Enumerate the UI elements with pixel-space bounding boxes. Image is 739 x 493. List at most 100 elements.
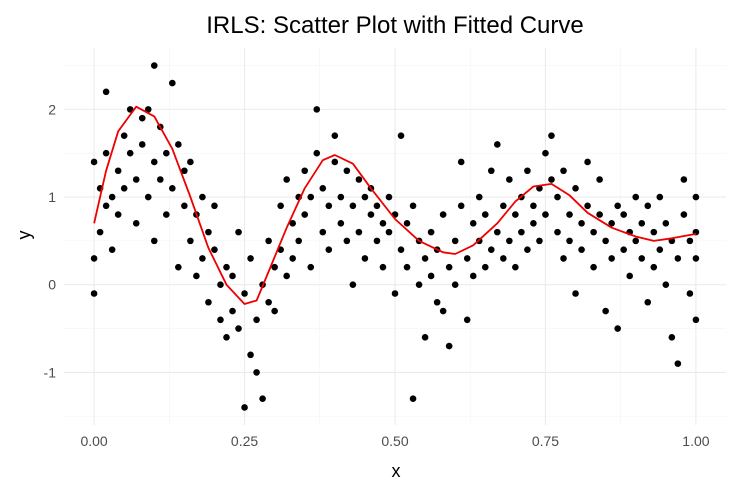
scatter-point	[692, 255, 700, 262]
scatter-point	[235, 228, 242, 236]
scatter-point	[578, 220, 585, 227]
scatter-point	[355, 176, 363, 183]
x-axis-label: x	[392, 461, 401, 481]
scatter-point	[241, 290, 248, 297]
scatter-point	[385, 228, 393, 236]
scatter-point	[132, 176, 140, 183]
x-tick-label: 0.25	[231, 433, 258, 449]
scatter-point	[102, 149, 110, 157]
scatter-point	[379, 263, 387, 271]
scatter-point	[506, 176, 513, 183]
scatter-point	[90, 255, 98, 262]
scatter-point	[572, 290, 579, 297]
grid-lines	[64, 48, 726, 425]
scatter-point	[650, 263, 658, 271]
scatter-point	[90, 290, 98, 297]
scatter-point	[596, 211, 603, 218]
scatter-point	[656, 193, 664, 201]
scatter-point	[379, 220, 387, 227]
scatter-point	[692, 193, 700, 201]
scatter-point	[487, 167, 495, 175]
scatter-point	[181, 202, 188, 210]
scatter-point	[451, 237, 459, 245]
scatter-point	[674, 360, 682, 367]
scatter-point	[397, 246, 405, 253]
scatter-point	[259, 395, 266, 402]
scatter-point	[217, 316, 224, 324]
scatter-point	[518, 228, 525, 236]
scatter-point	[584, 158, 591, 166]
scatter-point	[572, 184, 579, 192]
scatter-point	[150, 237, 158, 245]
y-axis-ticks: -1 0 1 2	[44, 101, 57, 380]
scatter-point	[102, 88, 110, 96]
scatter-point	[427, 272, 435, 280]
scatter-point	[175, 141, 182, 148]
scatter-point	[481, 211, 489, 218]
scatter-point	[325, 202, 333, 210]
scatter-point	[343, 237, 351, 245]
plot-panel	[64, 48, 726, 425]
scatter-point	[253, 369, 260, 376]
scatter-point	[421, 255, 429, 262]
scatter-point	[427, 228, 435, 236]
scatter-point	[343, 167, 351, 175]
scatter-point	[403, 220, 411, 227]
scatter-point	[445, 342, 453, 350]
scatter-point	[229, 272, 236, 280]
scatter-point	[554, 228, 561, 236]
scatter-point	[361, 255, 369, 262]
scatter-point	[608, 220, 615, 227]
scatter-point	[271, 263, 278, 271]
scatter-point	[632, 237, 640, 245]
scatter-point	[578, 246, 585, 253]
scatter-point	[349, 202, 357, 210]
scatter-point	[187, 158, 194, 166]
scatter-point	[590, 228, 597, 236]
scatter-point	[524, 167, 531, 175]
scatter-point	[500, 255, 507, 262]
x-axis-ticks: 0.00 0.25 0.50 0.75 1.00	[80, 433, 709, 449]
scatter-point	[500, 202, 507, 210]
scatter-point	[644, 298, 652, 306]
scatter-point	[163, 211, 170, 218]
scatter-point	[566, 211, 573, 218]
scatter-point	[175, 263, 182, 271]
scatter-point	[421, 334, 429, 341]
scatter-point	[373, 237, 381, 245]
scatter-point	[668, 334, 676, 341]
scatter-point	[307, 193, 315, 201]
scatter-point	[439, 307, 447, 315]
scatter-point	[295, 237, 303, 245]
scatter-point	[181, 167, 188, 175]
scatter-point	[451, 281, 459, 289]
scatter-point	[397, 132, 405, 139]
scatter-point	[211, 202, 218, 210]
scatter-point	[265, 237, 272, 245]
scatter-point	[247, 351, 254, 359]
scatter-point	[409, 395, 417, 402]
scatter-point	[439, 211, 447, 218]
scatter-point	[150, 62, 158, 69]
scatter-point	[674, 255, 682, 262]
scatter-point	[620, 211, 627, 218]
scatter-point	[144, 106, 152, 113]
scatter-point	[241, 404, 248, 411]
scatter-point	[283, 176, 290, 183]
scatter-point	[361, 193, 369, 201]
scatter-point	[542, 211, 549, 218]
scatter-point	[144, 193, 152, 201]
scatter-point	[169, 79, 176, 87]
scatter-point	[650, 228, 658, 236]
scatter-point	[644, 202, 652, 210]
scatter-point	[512, 263, 519, 271]
scatter-point	[349, 281, 357, 289]
y-tick-label: 0	[48, 277, 56, 293]
scatter-point	[114, 211, 122, 218]
scatter-point	[662, 220, 670, 227]
x-tick-label: 1.00	[682, 433, 709, 449]
scatter-point	[253, 316, 260, 324]
scatter-point	[542, 149, 549, 157]
scatter-point	[205, 228, 212, 236]
